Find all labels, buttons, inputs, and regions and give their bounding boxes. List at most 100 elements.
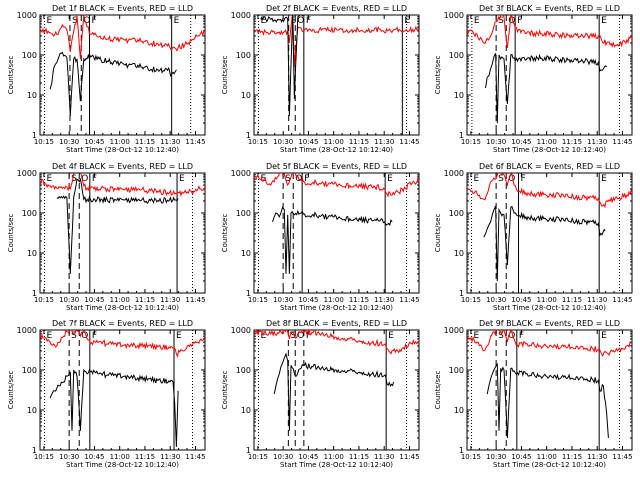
x-tick-label: 11:45 — [185, 296, 205, 304]
series-line-lld — [254, 15, 419, 68]
x-axis-label: Start Time (28-Oct-12 10:12:40) — [280, 146, 393, 154]
x-tick-label: 10:15 — [461, 296, 481, 304]
series-line-events — [486, 362, 609, 439]
y-tick-label: 1 — [246, 446, 251, 455]
event-marker-label: E — [261, 16, 267, 26]
y-tick-label: 100 — [449, 51, 464, 60]
x-tick-label: 10:45 — [298, 453, 318, 461]
chart-panel-9: Det 9f BLACK = Events, RED = LLD 1 10 100 10… — [434, 319, 633, 469]
y-tick-label: 1 — [246, 131, 251, 140]
x-tick-label: 11:45 — [612, 138, 632, 146]
plot-frame — [39, 329, 206, 451]
event-marker-label: F — [519, 331, 524, 341]
y-tick-label: 100 — [449, 366, 464, 375]
x-tick-label: 11:00 — [537, 296, 557, 304]
event-marker-label: S — [72, 16, 78, 26]
series-line-events — [272, 206, 393, 274]
plot-frame — [39, 172, 206, 294]
event-marker-label: E — [174, 16, 180, 26]
chart-title: Det 3f BLACK = Events, RED = LLD — [479, 4, 620, 13]
event-marker-label: S — [498, 16, 504, 26]
event-marker-label: E — [47, 331, 53, 341]
event-marker-label: E — [474, 16, 480, 26]
y-tick-label: 1 — [459, 446, 464, 455]
y-axis-label: Counts/sec — [434, 214, 442, 253]
event-marker-label: O — [297, 331, 304, 341]
chart-panel-3: Det 3f BLACK = Events, RED = LLD 1 10 100 10… — [434, 4, 633, 154]
event-marker-label: S — [291, 16, 297, 26]
x-tick-label: 11:30 — [587, 138, 607, 146]
y-tick-label: 100 — [236, 51, 251, 60]
x-axis-label: Start Time (28-Oct-12 10:12:40) — [493, 461, 606, 469]
x-tick-label: 11:30 — [160, 453, 180, 461]
chart-panel-8: Det 8f BLACK = Events, RED = LLD 1 10 100 10… — [221, 319, 420, 469]
chart-panel-1: Det 1f BLACK = Events, RED = LLD 1 10 100 10… — [7, 4, 206, 154]
x-tick-label: 11:45 — [399, 138, 419, 146]
y-axis-label: Counts/sec — [221, 214, 229, 253]
x-tick-label: 11:15 — [349, 138, 369, 146]
x-tick-label: 11:45 — [399, 296, 419, 304]
series-line-events — [49, 51, 177, 116]
event-marker-label: O — [508, 331, 515, 341]
plot-frame — [253, 172, 420, 294]
x-axis-label: Start Time (28-Oct-12 10:12:40) — [493, 304, 606, 312]
x-tick-label: 11:30 — [587, 453, 607, 461]
event-marker-label: E — [47, 16, 53, 26]
y-axis-label: Counts/sec — [434, 56, 442, 95]
x-tick-label: 10:45 — [84, 453, 104, 461]
series-line-events — [260, 15, 304, 116]
x-tick-label: 10:30 — [59, 296, 79, 304]
x-axis-label: Start Time (28-Oct-12 10:12:40) — [280, 304, 393, 312]
event-marker-label: F — [306, 331, 311, 341]
series-line-lld — [40, 330, 205, 358]
y-axis-label: Counts/sec — [221, 371, 229, 410]
y-tick-label: 10 — [241, 406, 251, 415]
x-tick-label: 11:30 — [374, 138, 394, 146]
x-tick-label: 10:45 — [511, 453, 531, 461]
y-tick-label: 1000 — [17, 11, 37, 20]
x-tick-label: 11:15 — [135, 453, 155, 461]
x-axis-label: Start Time (28-Oct-12 10:12:40) — [493, 146, 606, 154]
event-marker-label: E — [474, 331, 480, 341]
x-axis-label: Start Time (28-Oct-12 10:12:40) — [66, 461, 179, 469]
y-tick-label: 10 — [241, 91, 251, 100]
x-tick-label: 11:45 — [612, 296, 632, 304]
x-tick-label: 11:00 — [110, 453, 130, 461]
event-marker-label: O — [508, 174, 515, 184]
event-marker-label: F — [92, 331, 97, 341]
x-tick-label: 11:45 — [612, 453, 632, 461]
chart-panel-4: Det 4f BLACK = Events, RED = LLD 1 10 100 10… — [7, 162, 206, 312]
y-tick-label: 100 — [22, 366, 37, 375]
y-tick-label: 1000 — [231, 326, 251, 335]
x-tick-label: 10:30 — [273, 296, 293, 304]
plot-frame — [466, 172, 633, 294]
y-tick-label: 10 — [27, 91, 37, 100]
event-marker-label: F — [304, 174, 309, 184]
x-tick-label: 10:30 — [273, 138, 293, 146]
x-tick-label: 10:15 — [461, 453, 481, 461]
x-tick-label: 10:15 — [34, 453, 54, 461]
chart-panel-2: Det 2f BLACK = Events, RED = LLD 1 10 100 10… — [221, 4, 420, 154]
chart-panel-7: Det 7f BLACK = Events, RED = LLD 1 10 100 10… — [7, 319, 206, 469]
y-tick-label: 10 — [27, 406, 37, 415]
x-tick-label: 11:00 — [324, 296, 344, 304]
y-tick-label: 10 — [454, 91, 464, 100]
y-tick-label: 10 — [241, 249, 251, 258]
event-marker-label: E — [47, 174, 53, 184]
x-tick-label: 11:15 — [562, 453, 582, 461]
x-tick-label: 11:30 — [374, 296, 394, 304]
y-tick-label: 1 — [32, 289, 37, 298]
event-marker-label: O — [81, 174, 88, 184]
chart-title: Det 8f BLACK = Events, RED = LLD — [266, 319, 407, 328]
chart-title: Det 9f BLACK = Events, RED = LLD — [479, 319, 620, 328]
y-tick-label: 1 — [32, 446, 37, 455]
x-tick-label: 10:45 — [84, 138, 104, 146]
series-line-events — [485, 53, 608, 124]
x-tick-label: 10:30 — [486, 296, 506, 304]
series-line-lld — [40, 173, 205, 197]
y-tick-label: 100 — [22, 209, 37, 218]
x-tick-label: 10:30 — [486, 138, 506, 146]
y-tick-label: 1 — [459, 289, 464, 298]
x-tick-label: 11:00 — [324, 453, 344, 461]
chart-title: Det 5f BLACK = Events, RED = LLD — [266, 162, 407, 171]
